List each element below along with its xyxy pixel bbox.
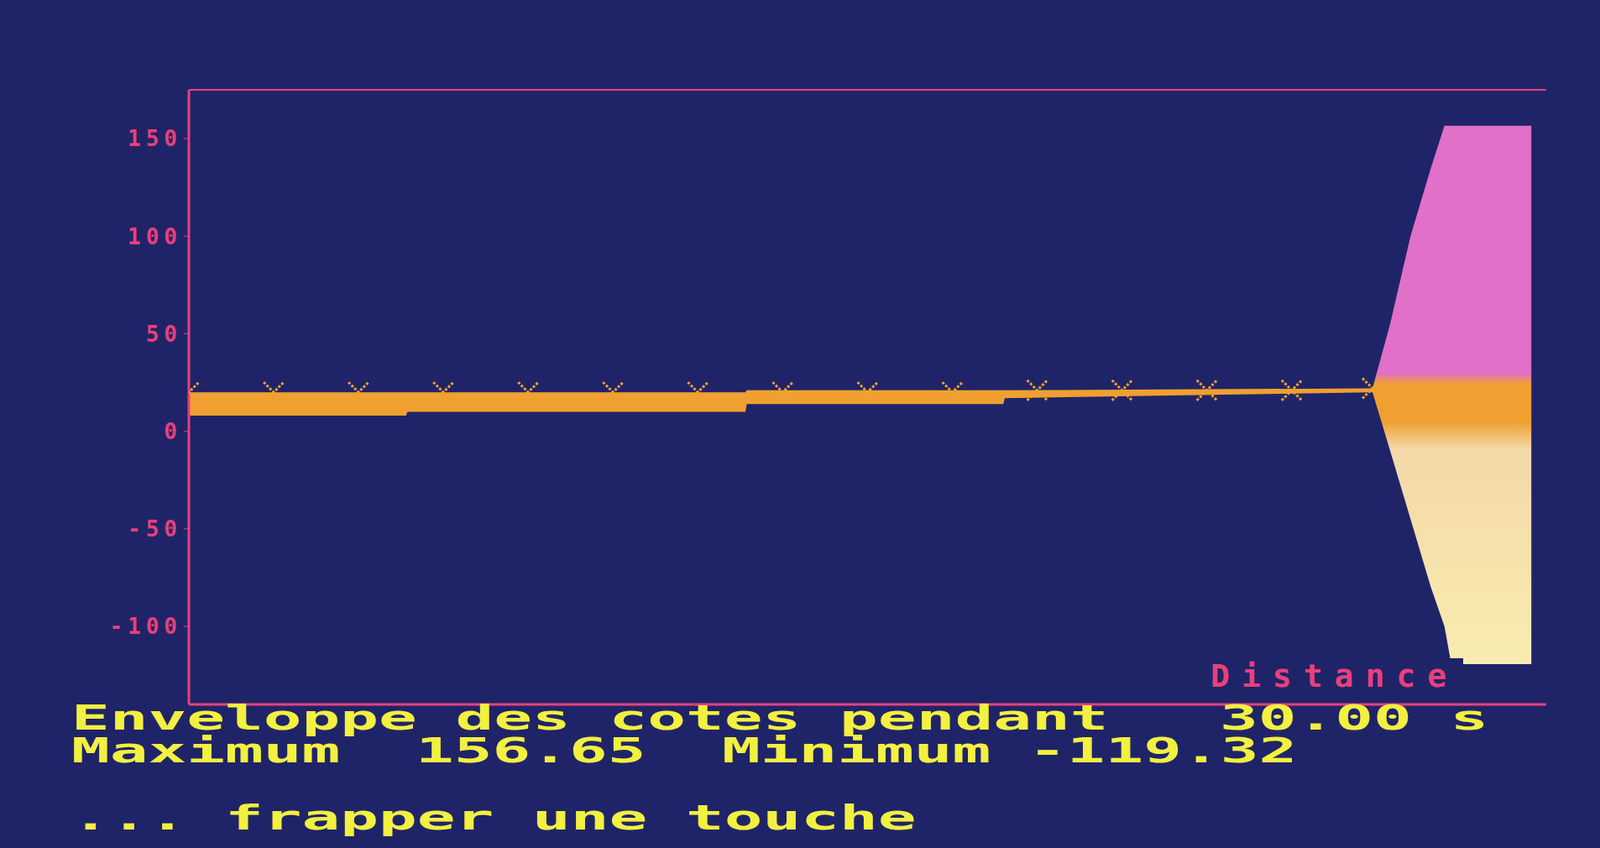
html-text:Maximum: Maximum — [71, 731, 341, 770]
svg-text:100: 100 — [127, 224, 183, 250]
html-text:... frapper une touche: ... frapper une touche — [71, 798, 917, 837]
html-text:156.65: 156.65 — [415, 731, 647, 770]
svg-text:-50: -50 — [127, 516, 183, 542]
svg-text:50: 50 — [146, 321, 183, 347]
html-text:Distance: Distance — [1210, 657, 1459, 695]
svg-text:0: 0 — [163, 418, 183, 445]
html-text:30.00 s: 30.00 s — [1219, 698, 1489, 738]
svg-text:-100: -100 — [109, 613, 183, 639]
html-text:Minimum: Minimum — [722, 731, 991, 770]
html-text:-119.32: -119.32 — [1028, 731, 1298, 770]
html-text:Enveloppe des cotes pendant: Enveloppe des cotes pendant — [71, 698, 1109, 738]
svg-text:150: 150 — [127, 125, 183, 152]
